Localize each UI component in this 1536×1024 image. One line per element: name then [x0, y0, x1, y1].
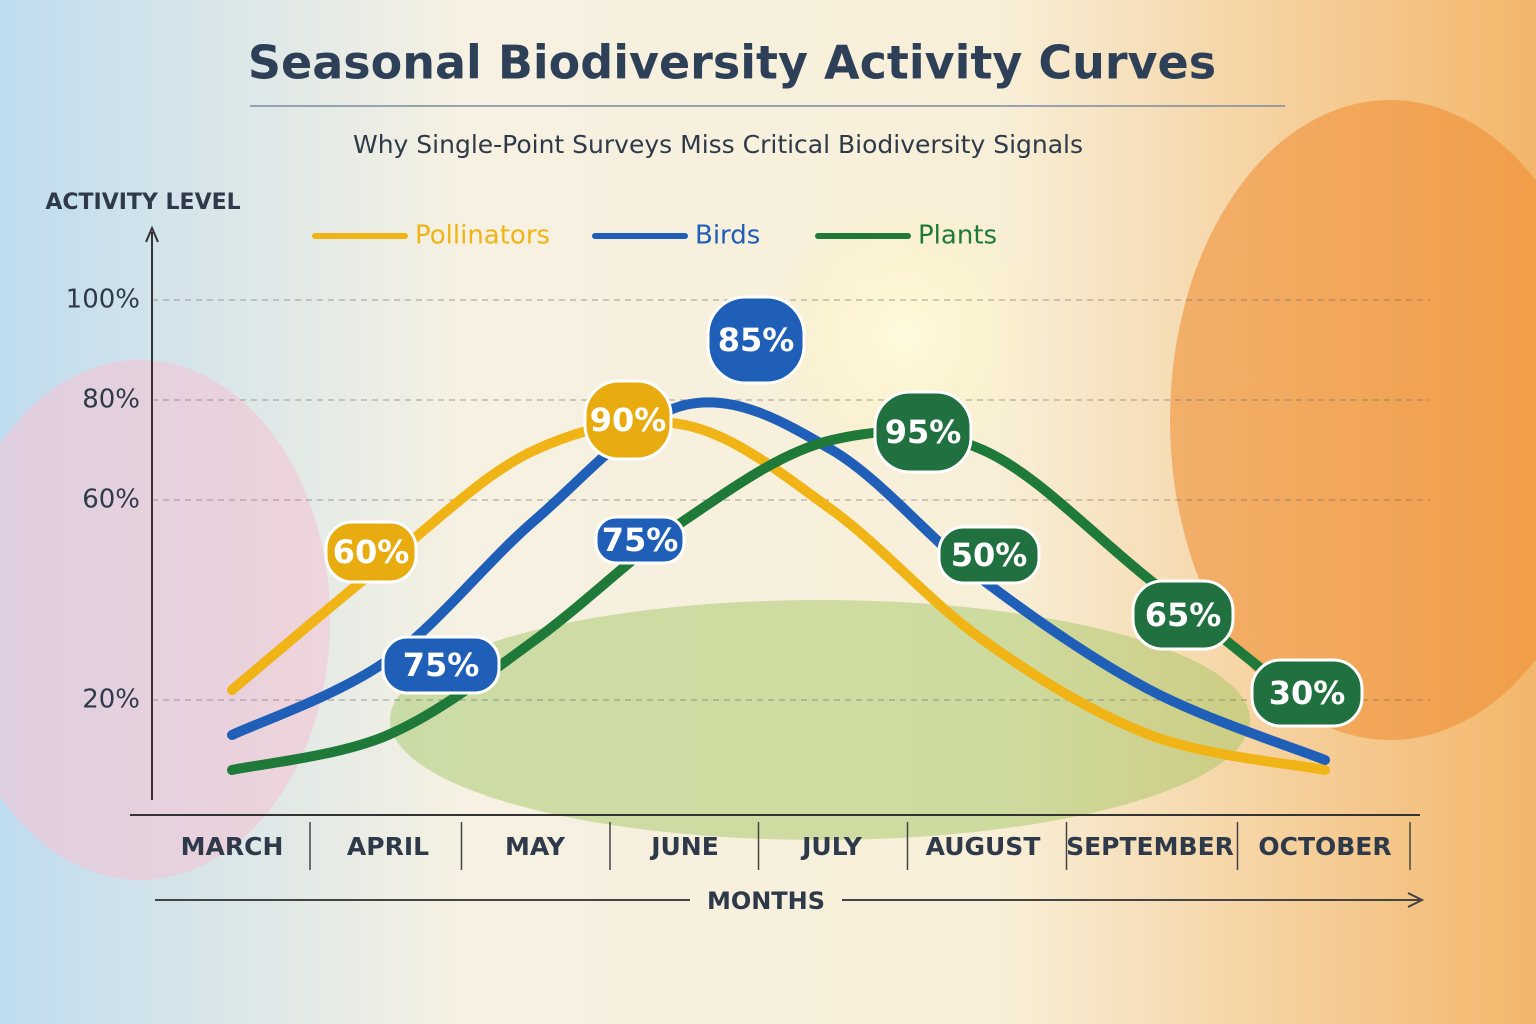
- y-tick-label: 60%: [82, 485, 140, 515]
- x-tick-label: JUNE: [649, 832, 719, 861]
- x-tick-label: APRIL: [347, 832, 429, 861]
- sun: [765, 195, 1045, 475]
- callout-box: [937, 525, 1041, 585]
- callout: 85%: [706, 295, 806, 385]
- callout-box: [381, 635, 501, 695]
- callout-label: 75%: [403, 646, 480, 684]
- x-tick-label: MARCH: [181, 832, 284, 861]
- callout-label: 30%: [1269, 674, 1346, 712]
- callout: 50%: [937, 525, 1041, 585]
- legend-label: Pollinators: [415, 221, 550, 251]
- callout-box: [706, 295, 806, 385]
- x-tick-label: MAY: [505, 832, 566, 861]
- callout-label: 75%: [602, 521, 679, 559]
- y-tick-label: 80%: [82, 385, 140, 415]
- callout: 30%: [1250, 658, 1364, 728]
- callout: 75%: [381, 635, 501, 695]
- callout-label: 65%: [1145, 596, 1222, 634]
- series-line: [227, 426, 1330, 775]
- autumn-tree: [1170, 100, 1536, 740]
- blossom-tree: [0, 360, 330, 880]
- callout: 60%: [324, 520, 418, 584]
- y-arrow-head: [145, 225, 159, 243]
- x-tick-label: JULY: [800, 832, 863, 861]
- y-axis-title: ACTIVITY LEVEL: [45, 190, 240, 215]
- chart-title: Seasonal Biodiversity Activity Curves: [248, 36, 1216, 90]
- callout-box: [1250, 658, 1364, 728]
- callout-box: [324, 520, 418, 584]
- x-tick-label: AUGUST: [926, 832, 1041, 861]
- x-arrow-head: [1407, 892, 1425, 908]
- callout-box: [873, 390, 973, 474]
- callout-label: 90%: [590, 401, 667, 439]
- callout-box: [594, 515, 686, 565]
- callout: 90%: [583, 379, 673, 461]
- callout-box: [583, 379, 673, 461]
- meadow: [390, 600, 1250, 840]
- x-axis-title: MONTHS: [707, 887, 825, 915]
- callout: 95%: [873, 390, 973, 474]
- callout: 65%: [1131, 579, 1235, 651]
- callout-label: 50%: [951, 536, 1028, 574]
- callout-label: 85%: [718, 321, 795, 359]
- y-tick-label: 20%: [82, 685, 140, 715]
- callout: 75%: [594, 515, 686, 565]
- legend-label: Birds: [695, 221, 760, 251]
- legend-label: Plants: [918, 221, 997, 251]
- callout-label: 60%: [333, 533, 410, 571]
- x-tick-label: SEPTEMBER: [1066, 832, 1234, 861]
- x-tick-label: OCTOBER: [1258, 832, 1391, 861]
- y-tick-label: 100%: [66, 285, 140, 315]
- callout-box: [1131, 579, 1235, 651]
- callout-label: 95%: [885, 413, 962, 451]
- chart-subtitle: Why Single-Point Surveys Miss Critical B…: [353, 130, 1083, 159]
